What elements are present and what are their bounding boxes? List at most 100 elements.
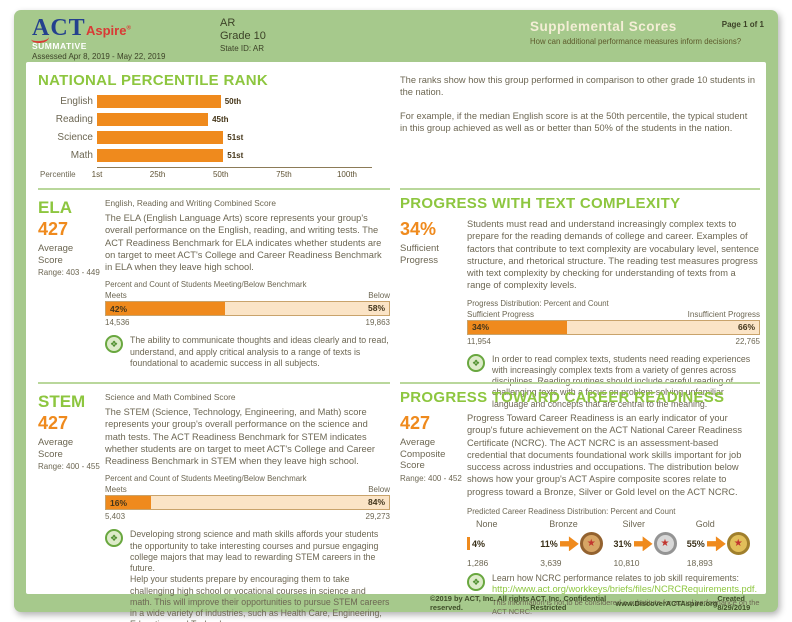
- meets-label: Meets: [105, 291, 127, 301]
- act-logo: ACT: [32, 15, 86, 41]
- stem-callout: ❖ Developing strong science and math ski…: [105, 529, 390, 622]
- silver-medal-icon: ★: [653, 532, 677, 556]
- percentile-bar: [97, 95, 221, 108]
- report-frame: ACT Aspire® SUMMATIVE Assessed Apr 8, 20…: [14, 10, 778, 622]
- stem-bar-title: Percent and Count of Students Meeting/Be…: [105, 474, 307, 484]
- axis-title: Percentile: [40, 170, 76, 179]
- subject-label: Math: [70, 150, 93, 161]
- summative-label: SUMMATIVE: [32, 41, 87, 51]
- level-count: 18,893: [686, 557, 713, 568]
- stem-content: Science and Math Combined Score The STEM…: [105, 384, 390, 622]
- percentile-value: 45th: [212, 115, 229, 124]
- subject-label: English: [60, 96, 93, 107]
- ela-score-block: ELA 427 Average Score Range: 403 - 449: [38, 198, 100, 277]
- percentile-bar: [97, 149, 224, 162]
- stem-title: STEM: [38, 392, 86, 411]
- percentile-row-english: English 50th: [38, 95, 398, 108]
- below-count: 29,273: [365, 512, 390, 522]
- note-icon: ❖: [105, 529, 123, 548]
- axis-tick: 1st: [91, 170, 103, 179]
- below-label: Below: [368, 291, 390, 301]
- level-label: None: [476, 518, 498, 529]
- percentile-value: 51st: [227, 133, 244, 142]
- stem-section: STEM 427 Average Score Range: 400 - 455 …: [38, 382, 390, 622]
- report-identity: AR Grade 10 State ID: AR: [220, 17, 266, 55]
- state-id-label: State ID: AR: [220, 44, 265, 53]
- level-percent: 55%: [686, 538, 705, 549]
- ela-score: 427: [38, 219, 69, 239]
- level-count: 1,286: [467, 557, 489, 568]
- level-label: Silver: [622, 518, 646, 529]
- percentile-value: 50th: [224, 97, 242, 106]
- percentile-bar-chart: English 50th Reading 45th Science 51st Math 51s…: [38, 95, 398, 182]
- meets-count: 14,536: [105, 318, 130, 328]
- footer-created: Created 8/29/2019: [717, 594, 751, 612]
- career-score-block: 427 Average Composite Score Range: 400 -…: [400, 412, 462, 483]
- footer: ©2019 by ACT, Inc. All rights reserved. …: [430, 594, 764, 612]
- axis-tick: 25th: [149, 170, 166, 179]
- arrow-right-icon: [559, 536, 579, 552]
- text-complexity-body: Students must read and understand increa…: [467, 219, 759, 291]
- note-icon: ❖: [467, 353, 485, 372]
- footer-copyright: ©2019 by ACT, Inc. All rights reserved.: [430, 594, 530, 612]
- career-callout-line: Learn how NCRC performance relates to jo…: [492, 572, 739, 583]
- ela-title: ELA: [38, 198, 72, 217]
- stem-body: The STEM (Science, Technology, Engineeri…: [105, 407, 375, 467]
- report-subtitle: How can additional performance measures …: [530, 37, 742, 46]
- ela-callout-text: The ability to communicate thoughts and …: [130, 335, 389, 368]
- career-score: 427: [400, 413, 431, 433]
- region-label: AR: [220, 17, 236, 29]
- career-level-none: None 4% 1,286: [467, 519, 540, 568]
- text-complexity-bar-sufficient: 34%: [468, 320, 567, 334]
- percentile-row-science: Science 51st: [38, 131, 398, 144]
- text-complexity-callout: ❖ In order to read complex texts, studen…: [467, 353, 760, 410]
- text-complexity-score-block: 34% Sufficient Progress: [400, 218, 462, 266]
- career-level-silver: Silver 31% ★ 10,810: [614, 519, 687, 568]
- text-complexity-section: PROGRESS WITH TEXT COMPLEXITY 34% Suffic…: [400, 188, 760, 409]
- subject-label: Reading: [55, 114, 93, 125]
- footer-confidential: ACT, Inc. Confidential Restricted: [530, 594, 607, 612]
- level-label: Bronze: [549, 518, 578, 529]
- axis-tick: 100th: [336, 170, 358, 179]
- ela-body: The ELA (English Language Arts) score re…: [105, 213, 382, 273]
- stem-subtitle: Science and Math Combined Score: [105, 392, 236, 402]
- stem-score-label: Average Score: [38, 437, 74, 460]
- text-complexity-bar: 34% 66%: [467, 319, 760, 335]
- sufficient-label: Sufficient Progress: [467, 309, 534, 319]
- text-complexity-bar-block: Progress Distribution: Percent and Count…: [467, 299, 760, 346]
- insufficient-pct: 66%: [737, 321, 755, 332]
- career-score-range: Range: 400 - 452: [400, 473, 462, 483]
- ela-subtitle: English, Reading and Writing Combined Sc…: [105, 198, 276, 208]
- career-heading: PROGRESS TOWARD CAREER READINESS: [400, 389, 725, 406]
- percentile-axis: Percentile 1st 25th 50th 75th 100th: [40, 167, 372, 182]
- rank-note-p1: The ranks show how this group performed …: [400, 75, 756, 98]
- ncrc-requirements-link[interactable]: http://www.act.org/workkeys/briefs/files…: [492, 584, 758, 595]
- stem-benchmark-bar: Percent and Count of Students Meeting/Be…: [105, 474, 390, 521]
- career-levels-row: None 4% 1,286 Bronze 11% ★ 3,639 Silver 31% ★ 10,8…: [467, 519, 760, 568]
- level-percent: 4%: [472, 538, 486, 549]
- meets-count: 5,403: [105, 512, 126, 522]
- stem-callout-text: Developing strong science and math skill…: [130, 529, 390, 622]
- text-complexity-score: 34%: [400, 219, 437, 239]
- ela-score-range: Range: 403 - 449: [38, 268, 100, 277]
- footer-website: www.DiscoverACTAspire.org: [615, 598, 718, 608]
- stem-score-block: STEM 427 Average Score Range: 400 - 455: [38, 392, 100, 471]
- meets-label: Meets: [105, 485, 127, 495]
- text-complexity-heading: PROGRESS WITH TEXT COMPLEXITY: [400, 195, 681, 212]
- stem-bar: 16% 84%: [105, 495, 390, 511]
- percentile-bar: [97, 113, 209, 126]
- text-complexity-callout-text: In order to read complex texts, students…: [492, 353, 751, 409]
- ela-below-pct: 58%: [367, 303, 385, 314]
- grade-label: Grade 10: [220, 30, 266, 42]
- ela-benchmark-bar: Percent and Count of Students Meeting/Be…: [105, 280, 390, 327]
- arrow-right-icon: [633, 536, 653, 552]
- bronze-medal-icon: ★: [579, 532, 603, 556]
- rank-note-p2: For example, if the median English score…: [400, 110, 748, 133]
- ela-content: English, Reading and Writing Combined Sc…: [105, 190, 390, 369]
- gold-medal-icon: ★: [726, 532, 750, 556]
- ela-bar: 42% 58%: [105, 301, 390, 317]
- subject-label: Science: [57, 132, 93, 143]
- text-complexity-score-label: Sufficient Progress: [400, 243, 439, 266]
- career-dist-title: Predicted Career Readiness Distribution:…: [467, 506, 676, 516]
- career-body: Progress Toward Career Readiness is an e…: [467, 413, 742, 497]
